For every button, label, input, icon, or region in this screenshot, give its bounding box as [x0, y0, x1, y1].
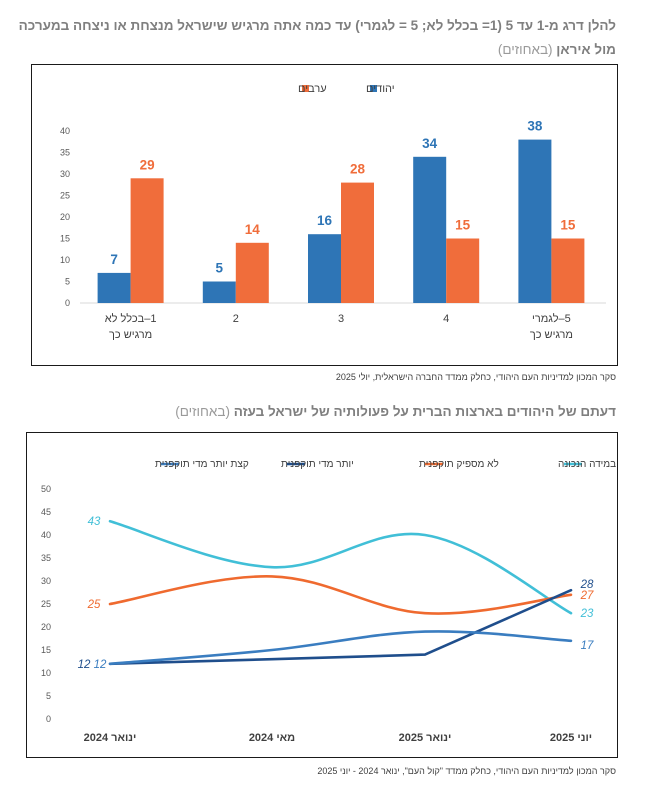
y-tick-label: 0 [46, 714, 51, 724]
x-tick-label: 1–בכלל לא [105, 312, 157, 325]
bar-arabs [551, 238, 585, 303]
y-tick-label: 40 [41, 530, 51, 540]
y-tick-label: 40 [60, 126, 70, 136]
bar-arabs [341, 182, 374, 303]
y-tick-label: 50 [41, 484, 51, 494]
bar-value-label: 34 [422, 136, 438, 151]
y-tick-label: 5 [65, 277, 70, 287]
bar-arabs [446, 238, 480, 303]
chart2-source: סקר המכון למדיניות העם היהודי, כחלק ממדד… [317, 766, 616, 776]
x-tick-label: מרגיש כך [109, 329, 152, 341]
chart1-title-main: להלן דרג מ-1 עד 5 (1= בכלל לא; 5 = לגמרי… [18, 18, 616, 57]
line-series [108, 575, 573, 615]
x-tick-label: 2 [233, 313, 239, 325]
legend-swatch [370, 85, 377, 92]
chart2-title-main: דעתם של היהודים בארצות הברית על פעולותיה… [233, 404, 616, 419]
y-tick-label: 25 [60, 191, 70, 201]
bar-value-label: 16 [317, 213, 333, 228]
y-tick-label: 45 [41, 507, 51, 517]
line-series [108, 588, 573, 666]
x-tick-label: מאי 2024 [249, 732, 295, 744]
line-series [108, 519, 573, 615]
legend-label: יותר מדי תוקפנית [281, 459, 354, 470]
chart2-frame: 0 5 10 15 20 25 30 35 40 45 50 ינואר 2024 מאי 2024 ינ… [26, 432, 648, 758]
y-tick-label: 20 [60, 212, 70, 222]
bar-jews [413, 156, 447, 303]
y-tick-label: 20 [41, 622, 51, 632]
bar-jews [308, 234, 341, 303]
y-tick-label: 25 [41, 599, 51, 609]
bar-value-label: 7 [110, 252, 118, 267]
y-tick-label: 10 [60, 255, 70, 265]
chart2-title: דעתם של היהודים בארצות הברית על פעולותיה… [175, 404, 616, 419]
chart1-source: סקר המכון למדיניות העם היהודי, כחלק ממדד… [335, 372, 616, 382]
chart1-title-unit: (באחוזים) [497, 42, 553, 57]
bar-value-label: 29 [140, 157, 155, 172]
bar-value-label: 28 [350, 162, 366, 177]
bar-value-label: 15 [560, 218, 576, 233]
bar-value-label: 14 [245, 222, 261, 237]
bar-jews [202, 281, 236, 303]
y-tick-label: 35 [60, 148, 70, 158]
data-label: 28 [580, 579, 594, 591]
bar-value-label: 38 [527, 119, 543, 134]
chart1-frame: 0 5 10 15 20 25 30 35 40 7 29 1–בכלל לא מרגיש כך 5 14 2… [31, 64, 618, 366]
legend-swatch [302, 85, 309, 92]
line-series [108, 630, 573, 666]
y-tick-label: 15 [60, 234, 70, 244]
y-tick-label: 30 [41, 576, 51, 586]
data-label: 27 [580, 590, 594, 602]
y-tick-label: 0 [65, 298, 70, 308]
bar-arabs [130, 178, 164, 303]
line-chart: 0 5 10 15 20 25 30 35 40 45 50 ינואר 2024 מאי 2024 ינ… [41, 458, 648, 744]
data-label: 23 [580, 608, 594, 620]
bar-arabs [235, 242, 269, 303]
data-label: 17 [581, 640, 594, 652]
chart1-title: להלן דרג מ-1 עד 5 (1= בכלל לא; 5 = לגמרי… [16, 14, 616, 62]
x-tick-label: 4 [443, 313, 449, 325]
y-tick-label: 10 [41, 668, 51, 678]
y-tick-label: 15 [41, 645, 51, 655]
data-label: 12 [78, 659, 91, 671]
legend-label: קצת יותר מדי תוקפנית [155, 459, 249, 470]
legend-label: תוקפנית במידה הנכונה [558, 459, 617, 470]
x-tick-label: יוני 2025 [550, 732, 592, 744]
x-tick-label: ינואר 2025 [399, 732, 452, 744]
bar-chart: 0 5 10 15 20 25 30 35 40 7 29 1–בכלל לא מרגיש כך 5 14 2… [60, 83, 606, 341]
bar-value-label: 15 [455, 218, 471, 233]
bar-jews [97, 272, 131, 303]
bar-jews [518, 139, 552, 303]
legend-label: לא מספיק תוקפנית [419, 458, 499, 470]
x-tick-label: 5–לגמרי [532, 312, 571, 325]
x-tick-label: ינואר 2024 [84, 732, 137, 744]
data-label: 25 [87, 599, 101, 611]
data-label: 43 [88, 516, 101, 528]
y-tick-label: 35 [41, 553, 51, 563]
data-label: 12 [94, 659, 107, 671]
chart2-title-unit: (באחוזים) [175, 404, 230, 419]
y-tick-label: 5 [46, 691, 51, 701]
legend-label: ערבים [298, 83, 327, 95]
bar-value-label: 5 [216, 261, 224, 276]
x-tick-label: 3 [338, 313, 344, 325]
x-tick-label: מרגיש כך [530, 329, 573, 341]
legend-label: יהודים [366, 83, 395, 95]
y-tick-label: 30 [60, 169, 70, 179]
